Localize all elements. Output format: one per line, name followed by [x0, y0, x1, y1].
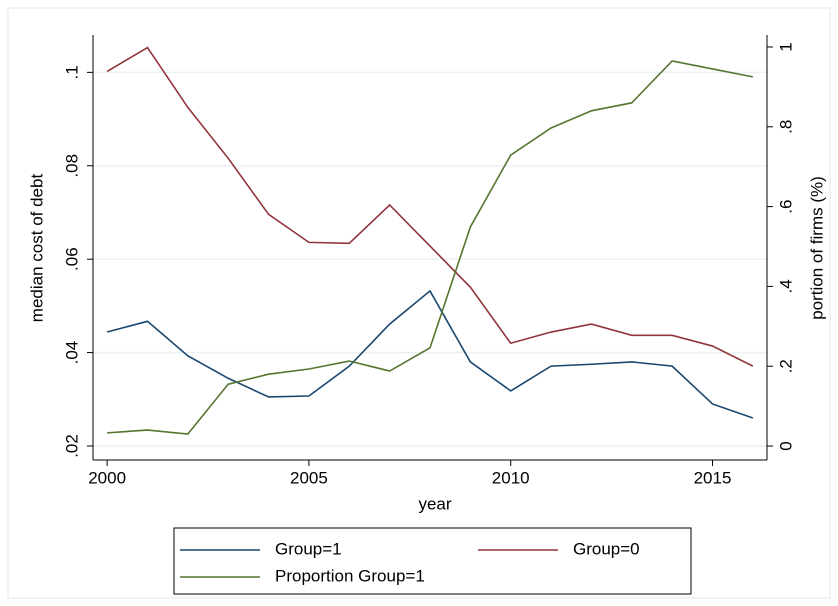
y2-tick-label: .2: [776, 359, 795, 373]
x-tick-label: 2010: [492, 468, 530, 487]
y-tick-label: .02: [62, 434, 81, 458]
y2-axis-label: portion of firms (%): [807, 176, 826, 320]
y2-tick-label: .8: [776, 120, 795, 134]
y2-tick-label: 0: [776, 441, 795, 450]
chart-frame: [7, 7, 831, 599]
x-axis-label: year: [418, 494, 451, 513]
x-tick-label: 2000: [88, 468, 126, 487]
y2-tick-label: 1: [776, 42, 795, 51]
x-tick-label: 2015: [694, 468, 732, 487]
y-tick-label: .06: [62, 247, 81, 271]
y-tick-label: .08: [62, 154, 81, 178]
y2-tick-label: .4: [776, 279, 795, 293]
legend-label: Group=0: [573, 539, 640, 558]
series-line: [106, 289, 754, 419]
y-tick-label: .1: [62, 65, 81, 79]
x-tick-label: 2005: [290, 468, 328, 487]
legend-label: Proportion Group=1: [275, 566, 425, 585]
legend-box: [173, 527, 692, 595]
y-axis-label: median cost of debt: [27, 174, 46, 323]
series-line: [107, 60, 754, 435]
y-tick-label: .04: [62, 341, 81, 365]
series-line: [106, 46, 754, 367]
y2-tick-label: .6: [776, 200, 795, 214]
legend-label: Group=1: [275, 539, 342, 558]
